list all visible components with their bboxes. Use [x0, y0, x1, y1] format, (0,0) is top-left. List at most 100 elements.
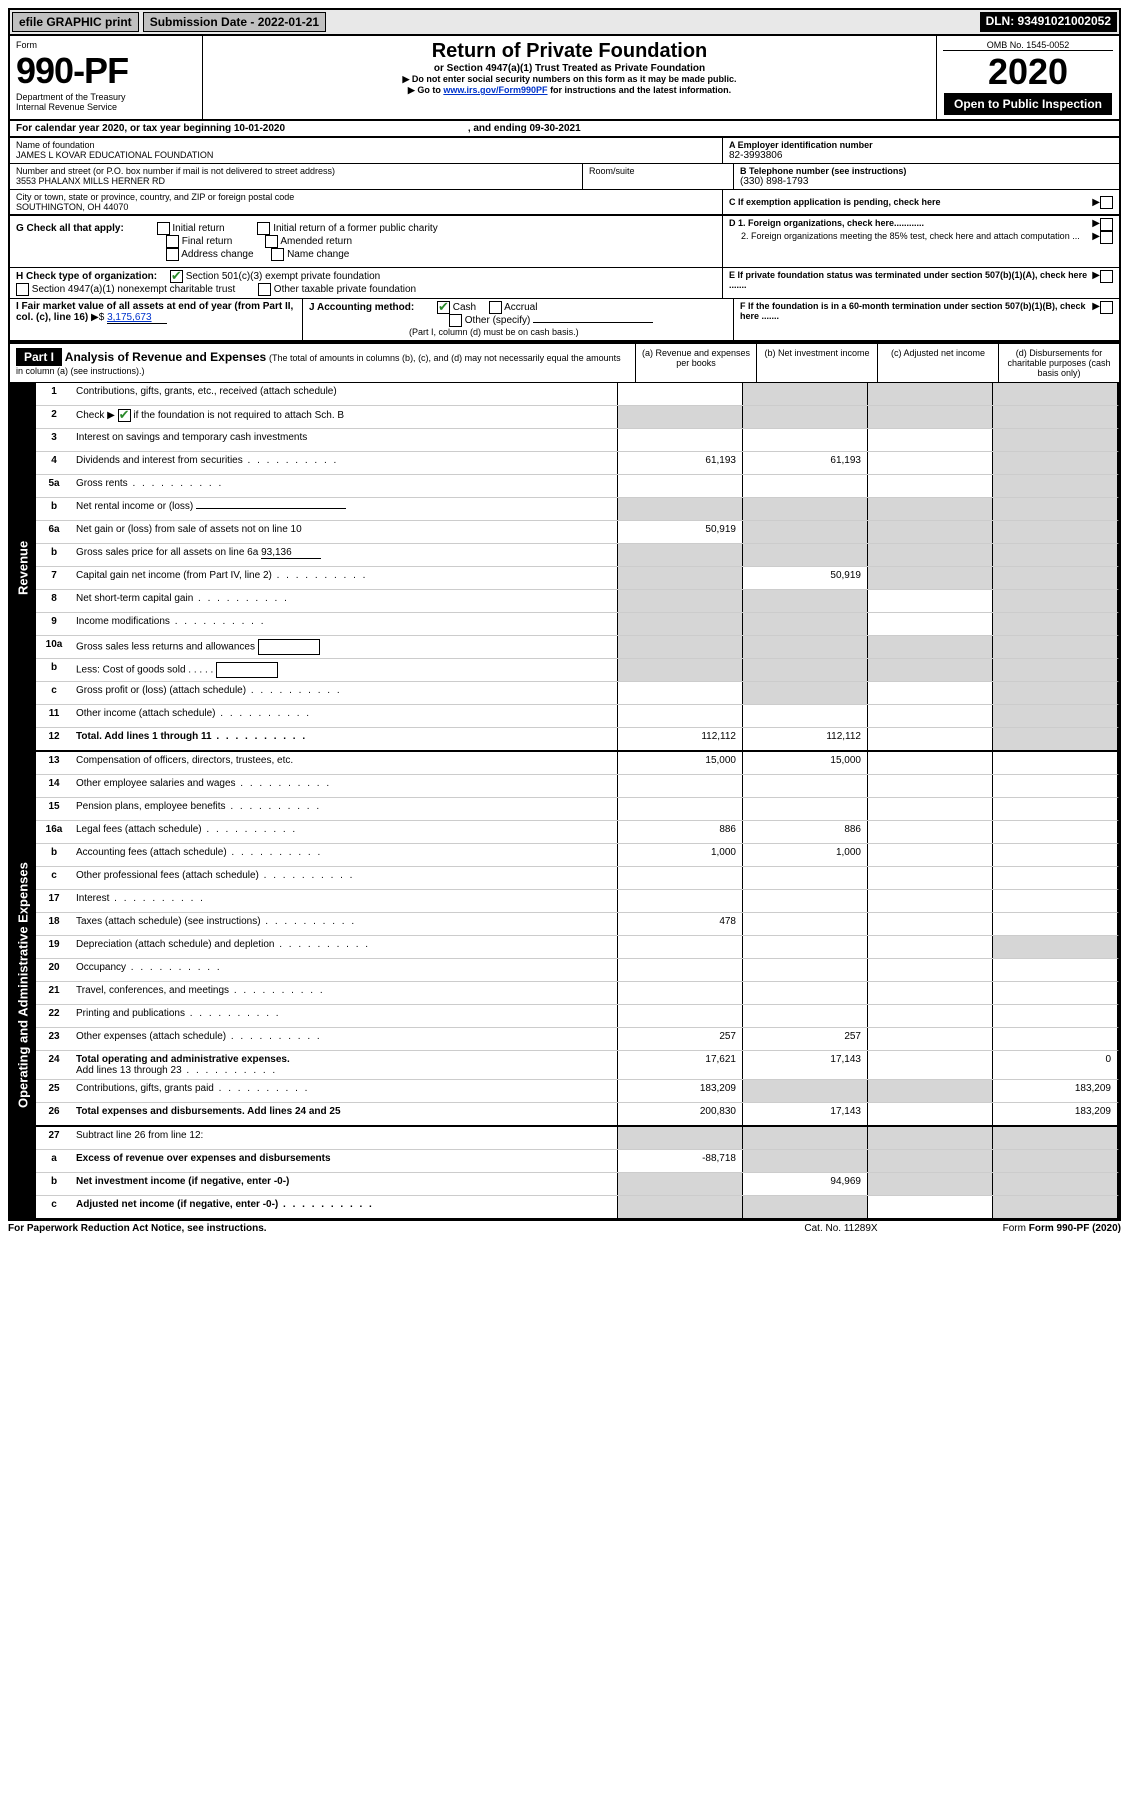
dept: Department of the Treasury [16, 92, 196, 102]
l24b-v: 17,143 [742, 1051, 867, 1079]
cb-schb[interactable] [118, 409, 131, 422]
cb-initial-former[interactable] [257, 222, 270, 235]
g3: Final return [182, 236, 233, 247]
name-lbl: Name of foundation [16, 140, 716, 150]
addr-phone-row: Number and street (or P.O. box number if… [8, 164, 1121, 190]
fmv-link[interactable]: 3,175,673 [107, 312, 167, 324]
l4: Dividends and interest from securities [72, 452, 617, 474]
omb: OMB No. 1545-0052 [943, 40, 1113, 51]
city-lbl: City or town, state or province, country… [16, 192, 716, 202]
g2: Initial return of a former public charit… [273, 223, 438, 234]
l24a-v: 17,621 [617, 1051, 742, 1079]
pending-checkbox[interactable] [1100, 196, 1113, 209]
l27b: Net investment income (if negative, ente… [72, 1173, 617, 1195]
period-row: For calendar year 2020, or tax year begi… [8, 121, 1121, 138]
period-pre: For calendar year 2020, or tax year begi… [16, 123, 234, 134]
efile-btn[interactable]: efile GRAPHIC print [12, 12, 139, 32]
addr-lbl: Number and street (or P.O. box number if… [16, 166, 576, 176]
j-lbl: J Accounting method: [309, 302, 414, 313]
l3: Interest on savings and temporary cash i… [72, 429, 617, 451]
l18: Taxes (attach schedule) (see instruction… [72, 913, 617, 935]
name-ein-row: Name of foundation JAMES L KOVAR EDUCATI… [8, 138, 1121, 164]
l10c: Gross profit or (loss) (attach schedule) [72, 682, 617, 704]
footer-cat: Cat. No. 11289X [741, 1223, 941, 1234]
open-public: Open to Public Inspection [944, 93, 1112, 115]
l27: Subtract line 26 from line 12: [72, 1127, 617, 1149]
col-b: (b) Net investment income [756, 344, 877, 382]
l20: Occupancy [72, 959, 617, 981]
note-goto-pre: Go to [408, 85, 443, 95]
submission-btn[interactable]: Submission Date - 2022-01-21 [143, 12, 326, 32]
cb-d2[interactable] [1100, 231, 1113, 244]
l26: Total expenses and disbursements. Add li… [72, 1103, 617, 1125]
cb-accrual[interactable] [489, 301, 502, 314]
top-bar: efile GRAPHIC print Submission Date - 20… [8, 8, 1121, 36]
l25: Contributions, gifts, grants paid [72, 1080, 617, 1102]
l16a-b: 886 [742, 821, 867, 843]
l12a: 112,112 [617, 728, 742, 750]
footer: For Paperwork Reduction Act Notice, see … [8, 1220, 1121, 1234]
h-e-row: H Check type of organization: Section 50… [8, 268, 1121, 299]
cb-amended[interactable] [265, 235, 278, 248]
expenses-section: Operating and Administrative Expenses 13… [8, 752, 1121, 1220]
l24: Total operating and administrative expen… [76, 1054, 290, 1065]
cb-d1[interactable] [1100, 218, 1113, 231]
footer-form: Form 990-PF (2020) [1029, 1223, 1121, 1234]
l2-pre: Check [76, 410, 107, 421]
l8: Net short-term capital gain [72, 590, 617, 612]
l6a-a: 50,919 [617, 521, 742, 543]
g5: Address change [181, 249, 253, 260]
l15: Pension plans, employee benefits [72, 798, 617, 820]
period-mid: , and ending [468, 123, 530, 134]
l16c: Other professional fees (attach schedule… [72, 867, 617, 889]
l18a: 478 [617, 913, 742, 935]
l27c: Adjusted net income (if negative, enter … [72, 1196, 617, 1218]
phone-lbl: B Telephone number (see instructions) [740, 166, 1113, 176]
period-end: 09-30-2021 [529, 123, 580, 134]
cb-f[interactable] [1100, 301, 1113, 314]
l5a: Gross rents [72, 475, 617, 497]
ijf-row: I Fair market value of all assets at end… [8, 299, 1121, 342]
cb-address[interactable] [166, 248, 179, 261]
form-word: Form [16, 40, 196, 50]
ein-lbl: A Employer identification number [729, 140, 1113, 150]
dln-label: DLN: 93491021002052 [980, 12, 1117, 32]
revenue-section: Revenue 1Contributions, gifts, grants, e… [8, 383, 1121, 752]
cb-501c3[interactable] [170, 270, 183, 283]
l22: Printing and publications [72, 1005, 617, 1027]
cb-initial[interactable] [157, 222, 170, 235]
form-number: 990-PF [16, 50, 196, 92]
cb-cash[interactable] [437, 301, 450, 314]
l13a: 15,000 [617, 752, 742, 774]
cb-final[interactable] [166, 235, 179, 248]
g-lbl: G Check all that apply: [16, 223, 124, 234]
foundation-name: JAMES L KOVAR EDUCATIONAL FOUNDATION [16, 150, 716, 160]
cb-name[interactable] [271, 248, 284, 261]
cb-other-tax[interactable] [258, 283, 271, 296]
l26b: 17,143 [742, 1103, 867, 1125]
l12b: 112,112 [742, 728, 867, 750]
j-note: (Part I, column (d) must be on cash basi… [409, 327, 579, 337]
l23a: 257 [617, 1028, 742, 1050]
col-a: (a) Revenue and expenses per books [635, 344, 756, 382]
note-goto-post: for instructions and the latest informat… [550, 85, 731, 95]
g-d-row: G Check all that apply: Initial return I… [8, 216, 1121, 268]
g1: Initial return [172, 223, 224, 234]
l16b-a: 1,000 [617, 844, 742, 866]
l23: Other expenses (attach schedule) [72, 1028, 617, 1050]
l4b: 61,193 [742, 452, 867, 474]
ein: 82-3993806 [729, 150, 1113, 161]
address: 3553 PHALANX MILLS HERNER RD [16, 176, 576, 186]
cb-other-method[interactable] [449, 314, 462, 327]
l25a: 183,209 [617, 1080, 742, 1102]
l16a: Legal fees (attach schedule) [72, 821, 617, 843]
l11: Other income (attach schedule) [72, 705, 617, 727]
cb-e[interactable] [1100, 270, 1113, 283]
l13b: 15,000 [742, 752, 867, 774]
l1: Contributions, gifts, grants, etc., rece… [72, 383, 617, 405]
instructions-link[interactable]: www.irs.gov/Form990PF [443, 85, 547, 95]
room-lbl: Room/suite [589, 166, 727, 176]
phone: (330) 898-1793 [740, 176, 1113, 187]
h-lbl: H Check type of organization: [16, 271, 157, 282]
cb-4947[interactable] [16, 283, 29, 296]
